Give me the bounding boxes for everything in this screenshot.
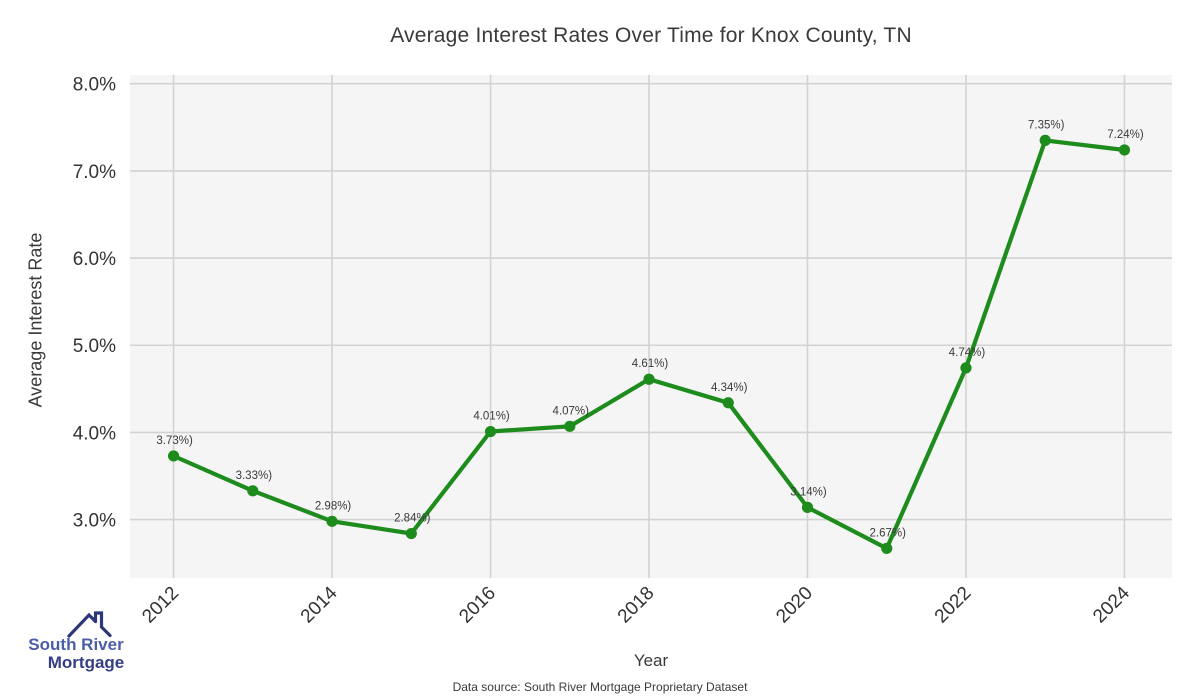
y-tick-label: 8.0% xyxy=(73,75,116,96)
brand-name-line2: Mortgage xyxy=(47,653,125,672)
data-point-marker xyxy=(643,373,655,385)
y-tick-label: 6.0% xyxy=(73,249,116,270)
data-point-marker xyxy=(247,485,259,497)
x-tick-label: 2014 xyxy=(297,582,342,627)
data-point-label: 4.07%) xyxy=(553,405,590,417)
data-point-marker xyxy=(167,450,180,462)
data-point-marker xyxy=(564,420,576,432)
data-point-label: 7.35%) xyxy=(1028,119,1065,131)
data-point-label: 4.01%) xyxy=(473,411,510,423)
y-tick-label: 7.0% xyxy=(73,162,116,183)
data-point-marker xyxy=(801,501,814,513)
data-point-label: 4.61%) xyxy=(632,358,669,370)
x-tick-label: 2016 xyxy=(455,583,500,628)
data-source-caption: Data source: South River Mortgage Propri… xyxy=(452,680,748,694)
brand-name-line1: South River xyxy=(28,635,124,654)
data-point-label: 4.34%) xyxy=(711,382,748,394)
data-point-label: 3.73%) xyxy=(156,435,193,447)
data-point-marker xyxy=(1039,134,1051,146)
data-point-marker xyxy=(326,515,338,527)
y-tick-label: 5.0% xyxy=(73,336,116,357)
data-point-label: 2.84%) xyxy=(394,513,431,525)
data-point-marker xyxy=(881,542,893,554)
x-axis-title: Year xyxy=(633,651,669,670)
data-point-marker xyxy=(405,527,417,540)
house-roof-icon xyxy=(67,611,112,638)
x-tick-label: 2020 xyxy=(772,583,817,628)
y-tick-label: 4.0% xyxy=(73,423,116,444)
data-point-label: 2.67%) xyxy=(870,527,907,539)
y-tick-label: 3.0% xyxy=(73,511,116,532)
chart-title: Average Interest Rates Over Time for Kno… xyxy=(390,24,912,47)
data-point-label: 7.24%) xyxy=(1107,129,1144,141)
data-point-marker xyxy=(484,425,497,438)
data-point-label: 3.33%) xyxy=(236,470,273,482)
data-point-marker xyxy=(1118,144,1131,156)
x-tick-label: 2022 xyxy=(931,583,976,628)
data-point-marker xyxy=(722,397,734,409)
data-point-marker xyxy=(960,362,972,374)
x-tick-label: 2012 xyxy=(138,583,183,628)
data-point-label: 4.74%) xyxy=(949,347,986,359)
brand-logo: South River Mortgage xyxy=(18,610,134,671)
x-tick-label: 2018 xyxy=(614,583,659,628)
plot-area xyxy=(130,75,1172,578)
data-point-label: 2.98%) xyxy=(315,500,352,512)
x-tick-label: 2024 xyxy=(1089,582,1134,627)
data-point-label: 3.14%) xyxy=(790,486,827,498)
